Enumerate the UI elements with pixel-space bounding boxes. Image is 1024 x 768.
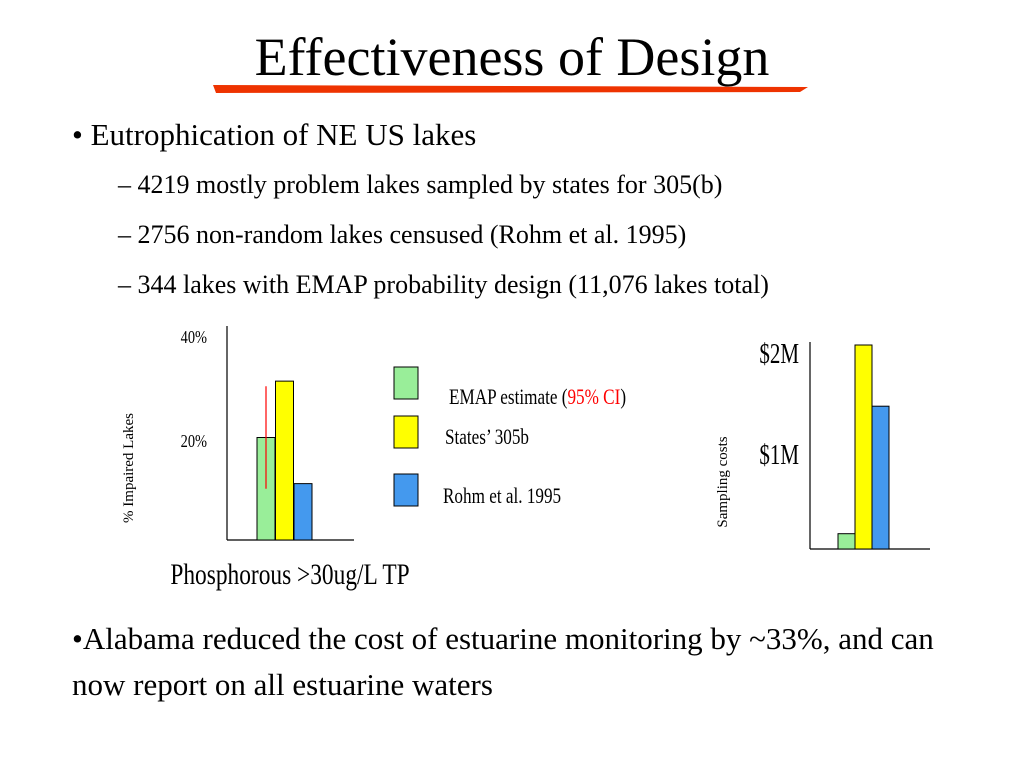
y-tick-label: $2M xyxy=(759,339,799,370)
dash-symbol: – xyxy=(118,170,131,199)
legend-swatch-emap xyxy=(393,366,419,400)
sub-bullet-text: 344 lakes with EMAP probability design (… xyxy=(137,270,769,299)
bullet-text: Eutrophication of NE US lakes xyxy=(90,117,477,152)
y-tick-label: 20% xyxy=(181,430,207,451)
legend: EMAP estimate (95% CI) States’ 305b Rohm… xyxy=(393,366,626,509)
bullet-eutrophication: • Eutrophication of NE US lakes xyxy=(72,115,476,155)
bullet-text: Alabama reduced the cost of estuarine mo… xyxy=(72,621,934,702)
underline-stroke xyxy=(213,85,808,93)
y-tick-label: $1M xyxy=(759,440,799,471)
page-title: Effectiveness of Design xyxy=(254,27,770,87)
bullet-symbol: • xyxy=(72,117,83,152)
bar-states-305b xyxy=(854,344,873,550)
bullet-alabama: •Alabama reduced the cost of estuarine m… xyxy=(72,616,972,708)
legend-emap-prefix: EMAP estimate ( xyxy=(449,385,567,410)
dash-symbol: – xyxy=(118,220,131,249)
legend-emap-suffix: ) xyxy=(620,385,626,410)
legend-emap-ci: 95% CI xyxy=(567,385,620,410)
bar-emap-estimate xyxy=(837,533,856,550)
bar-rohm-et-al-1995 xyxy=(871,405,890,550)
legend-label-emap: EMAP estimate (95% CI) xyxy=(449,385,626,410)
bullet-symbol: • xyxy=(72,621,83,656)
y-tick-label: 40% xyxy=(181,326,207,347)
y-axis-label: Sampling costs xyxy=(715,436,731,527)
y-axis-label: % Impaired Lakes xyxy=(121,413,137,523)
sub-bullet-states: – 4219 mostly problem lakes sampled by s… xyxy=(118,168,722,202)
legend-label-rohm: Rohm et al. 1995 xyxy=(443,484,561,509)
sub-bullet-rohm: – 2756 non-random lakes censused (Rohm e… xyxy=(118,218,686,252)
legend-swatch-rohm xyxy=(393,473,419,507)
sub-bullet-text: 2756 non-random lakes censused (Rohm et … xyxy=(137,220,687,249)
legend-swatch-states xyxy=(393,415,419,449)
bar-states-305b xyxy=(275,380,294,541)
sub-bullet-text: 4219 mostly problem lakes sampled by sta… xyxy=(137,170,723,199)
sampling-costs-chart: Sampling costs $1M $2M xyxy=(715,339,930,550)
sub-bullet-emap: – 344 lakes with EMAP probability design… xyxy=(118,268,769,302)
title-underline xyxy=(213,85,808,93)
bar-rohm-et-al-1995 xyxy=(293,483,313,541)
impaired-lakes-chart: % Impaired Lakes 20% 40% Phosphorous >30… xyxy=(121,326,410,591)
dash-symbol: – xyxy=(118,270,131,299)
x-axis-label: Phosphorous >30ug/L TP xyxy=(170,557,409,590)
legend-label-states: States’ 305b xyxy=(445,425,529,450)
